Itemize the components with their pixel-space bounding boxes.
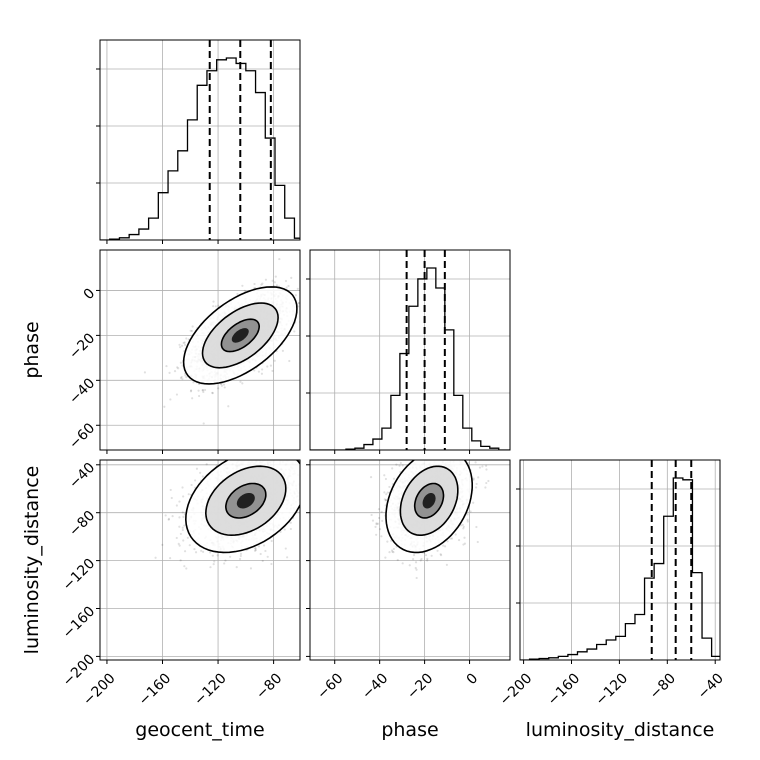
y-tick-label: −60 — [66, 420, 98, 452]
x-tick-label: −20 — [404, 670, 436, 702]
contour-1 — [399, 465, 459, 536]
histogram-phase — [310, 267, 510, 450]
y-tick-label: −40 — [66, 375, 98, 407]
x-axis-label-luminosity_distance: luminosity_distance — [526, 719, 715, 741]
panel-frame — [309, 459, 511, 661]
panel-frame — [309, 249, 511, 451]
scatter-panel-geocent_time-vs-phase: −60 −40 −20 0 — [66, 249, 301, 454]
y-axis-label-phase: phase — [21, 321, 43, 378]
grid — [100, 40, 300, 240]
contour-2 — [184, 460, 300, 554]
panel-frame — [99, 459, 301, 661]
histogram-luminosity_distance — [520, 477, 720, 660]
hist-panel-luminosity_distance: −200 −160 −120 −80 −40 — [497, 459, 727, 709]
x-tick-label: 0 — [464, 670, 482, 688]
y-tick-label: 0 — [81, 285, 99, 303]
x-axis-label-geocent_time: geocent_time — [135, 719, 264, 741]
y-tick-label: −40 — [66, 460, 98, 492]
x-tick-label: −200 — [497, 670, 536, 709]
scatter-panel-phase-vs-luminosity_distance: −60 −40 −20 0 — [306, 459, 511, 703]
contour-0 — [413, 482, 445, 519]
panel-frame — [519, 459, 721, 661]
contour-2 — [385, 460, 473, 554]
x-tick-label: −40 — [695, 670, 727, 702]
scatter-panel-geocent_time-vs-luminosity_distance: −200 −160 −120 −80−200−160−120−80−40 — [60, 459, 301, 709]
y-axis-label-luminosity_distance: luminosity_distance — [21, 466, 43, 655]
contour-1 — [204, 465, 287, 537]
x-tick-label: −160 — [545, 670, 584, 709]
y-tick-label: −160 — [60, 603, 99, 642]
y-tick-label: −80 — [66, 508, 98, 540]
x-tick-label: −60 — [314, 670, 346, 702]
x-tick-label: −40 — [359, 670, 391, 702]
x-axis-label-phase: phase — [381, 719, 438, 741]
contour-2 — [182, 286, 298, 385]
x-tick-label: −120 — [593, 670, 632, 709]
x-tick-label: −200 — [80, 670, 119, 709]
grid — [520, 460, 720, 660]
y-tick-label: −120 — [60, 556, 99, 595]
x-tick-label: −120 — [191, 670, 230, 709]
contour-0 — [224, 482, 267, 519]
histogram-geocent_time — [100, 57, 300, 240]
hist-panel-geocent_time — [96, 39, 301, 244]
x-tick-label: −80 — [647, 670, 679, 702]
grid — [310, 250, 510, 450]
x-tick-label: −160 — [136, 670, 175, 709]
panel-frame — [99, 249, 301, 451]
contour-1 — [201, 302, 279, 369]
y-tick-label: −20 — [66, 330, 98, 362]
contour-0 — [220, 318, 261, 353]
hist-panel-phase — [306, 249, 511, 454]
panel-frame — [99, 39, 301, 241]
x-tick-label: −80 — [253, 670, 285, 702]
